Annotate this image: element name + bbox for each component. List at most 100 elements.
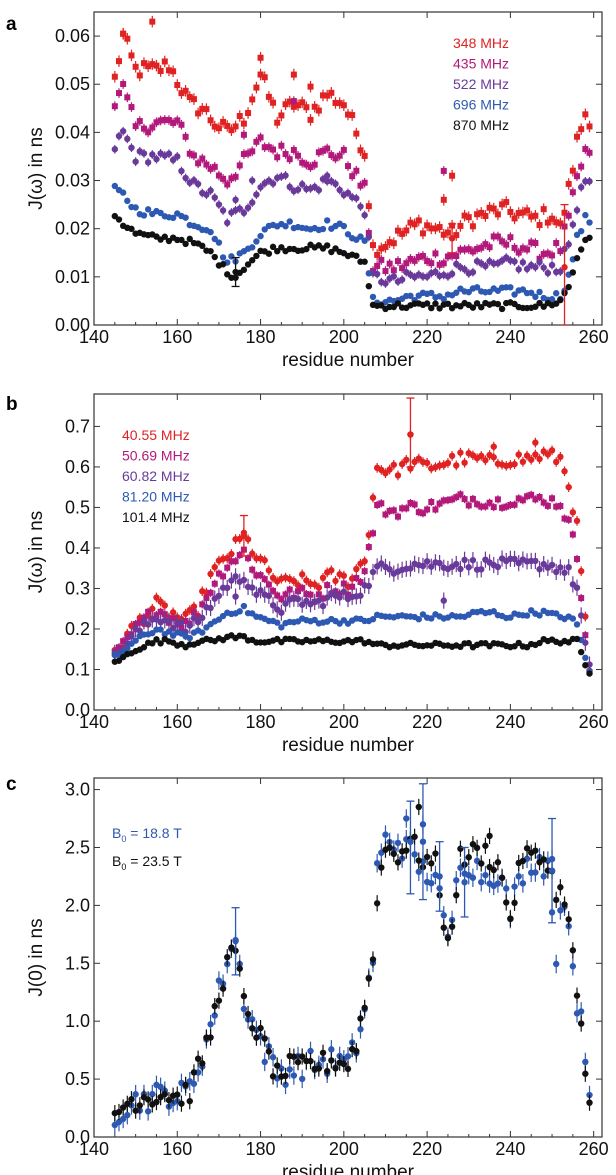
data-point bbox=[249, 1025, 256, 1032]
legend-subscript: 0 bbox=[121, 834, 126, 844]
data-point bbox=[186, 634, 193, 642]
data-point bbox=[569, 269, 577, 276]
data-point bbox=[569, 509, 577, 516]
data-point bbox=[436, 559, 443, 567]
data-point bbox=[519, 880, 527, 887]
data-point bbox=[394, 839, 402, 847]
data-point bbox=[403, 456, 410, 464]
data-point bbox=[349, 112, 356, 119]
legend-entry: 348 MHz bbox=[453, 35, 509, 51]
data-point bbox=[323, 1067, 331, 1075]
data-point bbox=[115, 58, 122, 65]
data-point bbox=[449, 496, 456, 503]
data-point bbox=[274, 248, 281, 255]
legend-entry: 40.55 MHz bbox=[122, 427, 190, 443]
data-point bbox=[265, 1048, 273, 1055]
data-point bbox=[577, 567, 585, 575]
data-point bbox=[465, 214, 472, 221]
data-point bbox=[165, 67, 172, 74]
data-point bbox=[549, 215, 556, 222]
y-tick-label: 0.02 bbox=[55, 219, 90, 239]
data-point bbox=[232, 196, 239, 203]
data-point bbox=[261, 144, 268, 151]
data-point bbox=[444, 229, 451, 236]
data-point bbox=[365, 203, 372, 210]
data-point bbox=[253, 1034, 260, 1041]
data-point bbox=[569, 963, 577, 970]
panel-letter-b: b bbox=[6, 394, 18, 415]
data-point bbox=[328, 567, 335, 574]
data-point bbox=[253, 572, 260, 579]
data-point bbox=[365, 975, 373, 982]
data-point bbox=[515, 559, 522, 567]
data-point bbox=[486, 499, 493, 506]
data-point bbox=[565, 180, 572, 187]
data-point bbox=[582, 654, 589, 662]
data-point bbox=[232, 593, 239, 600]
data-point bbox=[577, 612, 585, 619]
data-point bbox=[332, 180, 339, 188]
data-point bbox=[120, 81, 127, 88]
x-tick-label: 160 bbox=[162, 712, 192, 732]
data-point bbox=[211, 580, 218, 587]
data-point bbox=[532, 451, 539, 458]
legend-entry: 50.69 MHz bbox=[122, 448, 190, 464]
data-point bbox=[548, 867, 556, 874]
x-tick-label: 220 bbox=[412, 1139, 442, 1159]
data-point bbox=[440, 296, 447, 303]
data-point bbox=[286, 156, 293, 163]
x-tick-label: 200 bbox=[329, 327, 359, 347]
data-point bbox=[328, 1057, 335, 1064]
data-point bbox=[344, 1065, 352, 1073]
data-point bbox=[557, 907, 564, 914]
data-point bbox=[265, 250, 273, 257]
data-point bbox=[461, 246, 468, 253]
data-point bbox=[419, 252, 426, 259]
x-tick-label: 220 bbox=[412, 712, 442, 732]
data-point bbox=[215, 592, 223, 600]
data-point bbox=[386, 239, 393, 246]
data-point bbox=[482, 457, 489, 464]
data-point bbox=[511, 244, 518, 251]
data-point bbox=[544, 502, 551, 509]
data-point bbox=[449, 252, 456, 259]
data-point bbox=[282, 172, 289, 179]
data-point bbox=[224, 584, 231, 592]
data-point bbox=[386, 566, 393, 573]
data-point bbox=[219, 207, 227, 214]
data-point bbox=[165, 618, 173, 625]
data-point bbox=[536, 222, 543, 229]
data-point bbox=[507, 234, 514, 241]
data-point bbox=[298, 571, 306, 578]
data-point bbox=[336, 152, 343, 159]
data-point bbox=[552, 290, 560, 297]
data-point bbox=[374, 262, 381, 269]
data-point bbox=[557, 296, 564, 304]
data-point bbox=[549, 495, 556, 502]
data-point bbox=[540, 873, 547, 880]
data-point bbox=[536, 639, 543, 647]
y-tick-label: 0.03 bbox=[55, 171, 90, 191]
data-point bbox=[428, 879, 435, 887]
data-point bbox=[269, 574, 277, 582]
data-point bbox=[386, 466, 393, 473]
data-point bbox=[499, 504, 506, 511]
data-point bbox=[486, 244, 493, 251]
data-point bbox=[119, 189, 127, 196]
data-point bbox=[407, 255, 414, 262]
data-point bbox=[469, 874, 477, 881]
data-point bbox=[278, 142, 285, 149]
data-point bbox=[411, 851, 418, 858]
data-point bbox=[498, 874, 506, 881]
data-point bbox=[245, 110, 252, 117]
data-point bbox=[444, 253, 451, 260]
data-point bbox=[432, 300, 439, 307]
chart-panel-b: 140 160 180 200 220 240 260 0.0 0.1 0.2 0.3 0.4 0.5 0… bbox=[26, 393, 609, 756]
data-point bbox=[178, 619, 185, 626]
data-point bbox=[115, 1108, 123, 1116]
x-tick-label: 140 bbox=[79, 1139, 109, 1159]
data-point bbox=[436, 873, 443, 880]
data-point bbox=[503, 199, 510, 206]
data-point bbox=[511, 883, 518, 890]
